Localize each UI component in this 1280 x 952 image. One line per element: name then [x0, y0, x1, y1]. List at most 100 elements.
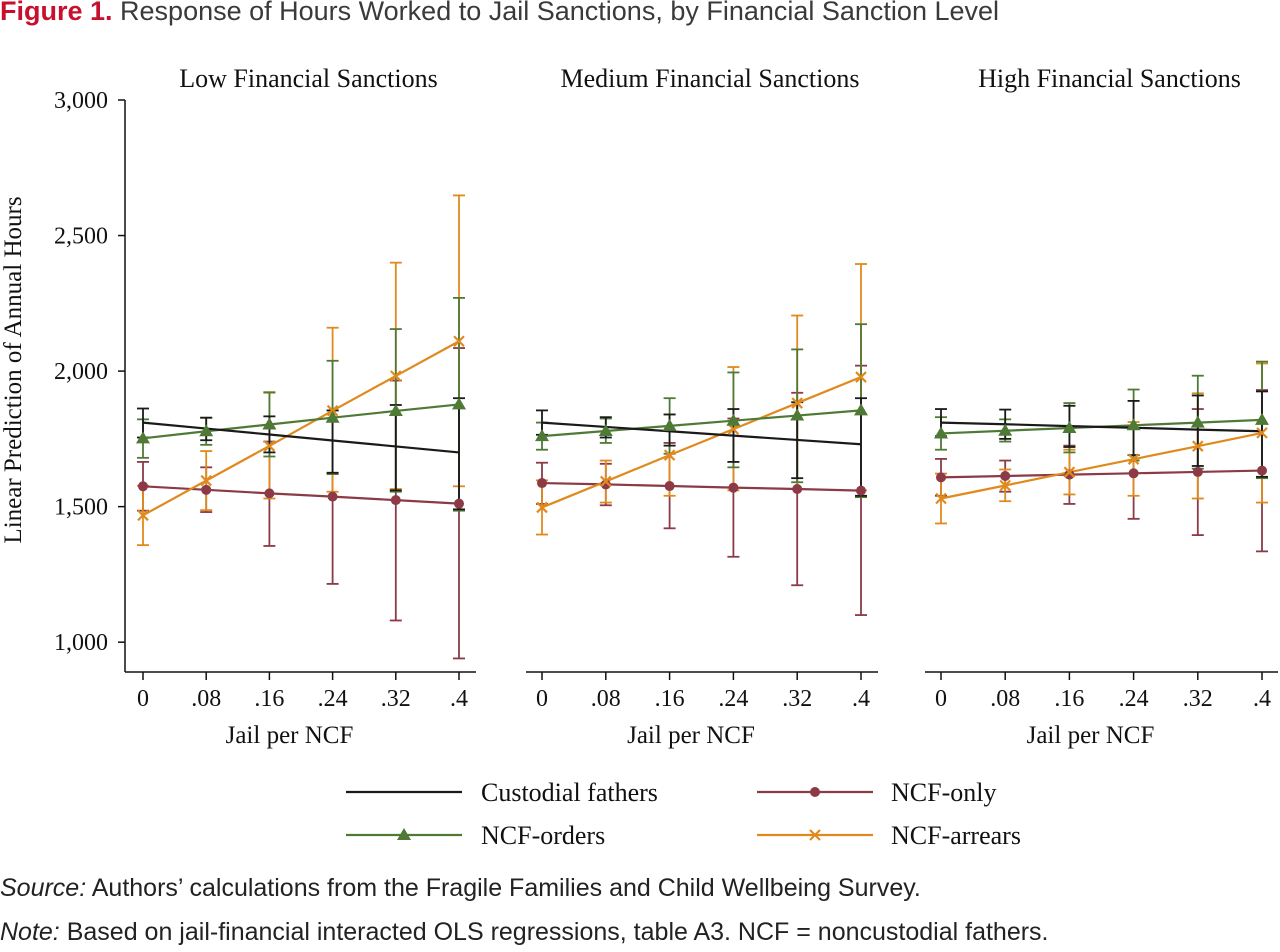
series-ncf-orders-markers	[934, 412, 1269, 439]
data-point	[598, 424, 613, 437]
legend-item-custodial-fathers: Custodial fathers	[346, 778, 658, 807]
series-ncf-only-markers	[138, 481, 464, 509]
x-tick-label: .4	[1253, 686, 1271, 712]
legend-item-ncf-only: NCF-only	[757, 778, 996, 807]
data-point	[791, 397, 803, 409]
y-tick-label: 2,000	[54, 359, 108, 385]
x-tick-label: .32	[782, 686, 812, 712]
y-axis-label: Linear Prediction of Annual Hours	[0, 196, 27, 543]
data-point	[397, 828, 411, 840]
data-point	[263, 440, 276, 452]
panel-title: Low Financial Sanctions	[179, 64, 438, 93]
source-text: Authors’ calculations from the Fragile F…	[91, 874, 921, 902]
x-axis-label: Jail per NCF	[627, 722, 755, 749]
data-point	[1127, 453, 1140, 465]
series-ncf-orders-errorbars	[137, 296, 465, 512]
legend: Custodial fathers NCF-only NCF-orders NCF-a…	[346, 778, 1021, 850]
x-tick-label: .4	[450, 686, 468, 712]
legend-label: Custodial fathers	[481, 778, 658, 807]
series-line-custodial-fathers	[142, 421, 460, 454]
y-axis: 1,000 1,500 2,000 2,500 3,000 Linear Predicti…	[0, 88, 126, 672]
data-point	[600, 479, 611, 490]
data-point	[262, 417, 277, 430]
data-point	[137, 509, 149, 522]
legend-item-ncf-orders: NCF-orders	[346, 821, 605, 850]
data-point	[728, 482, 739, 493]
data-point	[809, 829, 821, 841]
series-line-ncf-only	[142, 485, 460, 505]
series-ncf-only-markers	[936, 465, 1267, 483]
x-axis: 0 .08 .16 .24 .32 .4 Jail per NCF	[925, 671, 1278, 749]
legend-item-ncf-arrears: NCF-arrears	[757, 821, 1021, 850]
x-tick-label: 0	[536, 686, 548, 712]
x-tick-label: 0	[935, 686, 947, 712]
panel-1: Low Financial Sanctions 0 .08 .16 .24 .32 .4 Ja…	[125, 64, 476, 749]
data-point	[1064, 469, 1075, 480]
figure-title-text: Response of Hours Worked to Jail Sanctio…	[120, 0, 1000, 26]
series-ncf-arrears-markers	[935, 427, 1268, 505]
figure-label: Figure 1.	[0, 0, 113, 26]
series-ncf-arrears-markers	[536, 371, 867, 514]
series-custodial-fathers-errorbars	[935, 390, 1268, 478]
x-tick-label: .32	[381, 686, 411, 712]
x-tick-label: .24	[318, 686, 348, 712]
x-axis-label: Jail per NCF	[1027, 722, 1155, 749]
legend-label: NCF-only	[891, 778, 996, 807]
data-point	[1257, 465, 1267, 476]
source-label: Source:	[0, 874, 87, 902]
data-point	[792, 484, 803, 495]
data-point	[390, 370, 402, 382]
data-point	[1000, 471, 1011, 482]
data-point	[200, 474, 212, 487]
x-tick-label: .4	[852, 686, 870, 712]
table-note: Note: Based on jail-financial interacted…	[0, 918, 1280, 947]
panel-title: Medium Financial Sanctions	[561, 64, 860, 93]
data-point	[1128, 468, 1139, 479]
data-point	[935, 492, 947, 505]
note-label: Note:	[0, 918, 60, 946]
series-ncf-orders-markers	[136, 397, 466, 444]
series-ncf-arrears-markers	[137, 335, 465, 522]
data-point	[454, 498, 464, 509]
series-line-ncf-only	[940, 469, 1263, 479]
data-point	[810, 787, 820, 797]
series-line-ncf-arrears	[142, 340, 460, 517]
x-tick-label: .24	[718, 686, 748, 712]
data-point	[1190, 415, 1205, 428]
data-point	[452, 397, 466, 410]
data-point	[726, 413, 741, 426]
data-point	[325, 410, 340, 423]
data-point	[856, 485, 866, 496]
data-point	[727, 423, 740, 435]
data-point	[1256, 427, 1268, 439]
data-point	[600, 475, 612, 488]
data-point	[663, 449, 676, 461]
series-line-custodial-fathers	[940, 421, 1263, 433]
x-tick-label: .16	[254, 686, 284, 712]
series-ncf-orders-markers	[535, 403, 868, 442]
series-line-ncf-orders	[541, 409, 862, 438]
data-point	[662, 418, 677, 431]
data-point	[264, 488, 275, 499]
data-point	[199, 424, 214, 437]
y-tick-label: 2,500	[54, 224, 108, 250]
series-ncf-arrears-errorbars	[935, 362, 1268, 525]
x-axis: 0 .08 .16 .24 .32 .4 Jail per NCF	[526, 671, 878, 749]
data-point	[934, 426, 948, 439]
series-line-ncf-arrears	[940, 431, 1263, 500]
data-point	[201, 484, 212, 495]
data-point	[999, 479, 1011, 492]
data-point	[1192, 440, 1204, 452]
figure-title: Figure 1. Response of Hours Worked to Ja…	[0, 0, 1280, 27]
series-line-ncf-only	[541, 481, 862, 492]
series-ncf-only-markers	[537, 478, 866, 496]
x-tick-label: .24	[1119, 686, 1149, 712]
series-ncf-arrears-errorbars	[536, 263, 867, 536]
data-point	[453, 335, 465, 348]
data-point	[327, 491, 338, 502]
x-axis: 0 .08 .16 .24 .32 .4 Jail per NCF	[125, 671, 476, 749]
series-ncf-orders-errorbars	[935, 360, 1268, 480]
x-tick-label: .16	[1054, 686, 1084, 712]
data-point	[1062, 421, 1077, 434]
